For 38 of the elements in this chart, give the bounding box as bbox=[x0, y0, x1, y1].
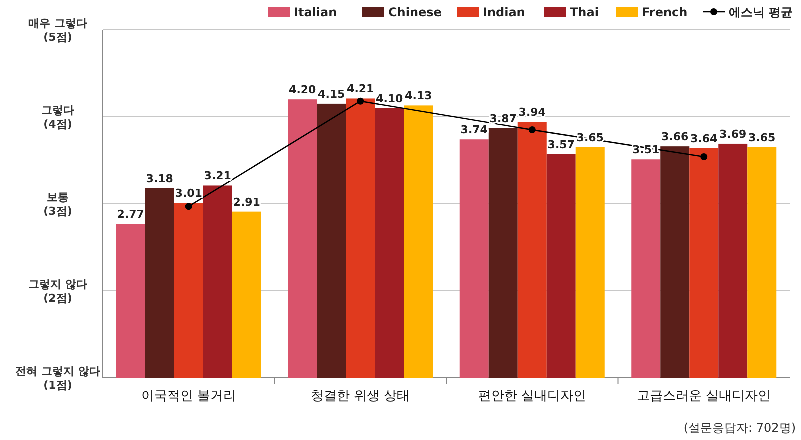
data-label: 3.21 bbox=[204, 170, 232, 183]
y-tick-label: 보통 (3점) bbox=[44, 191, 72, 218]
legend-label: 에스닉 평균 bbox=[729, 6, 794, 20]
point bbox=[357, 98, 364, 105]
y-tick-label: 그렇지 않다 (2점) bbox=[28, 278, 88, 305]
y-tick-label: 매우 그렇다 (5점) bbox=[28, 17, 88, 44]
legend-label: Indian bbox=[483, 6, 526, 20]
x-tick-label: 이국적인 볼거리 bbox=[141, 389, 236, 404]
data-label: 3.94 bbox=[518, 106, 546, 120]
text: (설문응답자: 702명) bbox=[684, 421, 796, 435]
legend-label: French bbox=[642, 6, 688, 20]
point bbox=[185, 203, 192, 210]
data-label: 2.77 bbox=[117, 208, 144, 222]
data-label: 4.13 bbox=[405, 90, 432, 103]
data-label: 4.21 bbox=[347, 82, 374, 96]
data-label: 4.20 bbox=[289, 84, 317, 97]
x-tick-label: 청결한 위생 상태 bbox=[310, 389, 410, 404]
data-label: 4.10 bbox=[376, 92, 404, 106]
legend-label: Thai bbox=[570, 6, 599, 20]
y-tick-label: 전혀 그렇지 않다 (1점) bbox=[16, 365, 100, 392]
data-label: 3.01 bbox=[175, 187, 202, 200]
point bbox=[700, 154, 708, 161]
data-label: 4.15 bbox=[318, 88, 346, 101]
data-label: 3.65 bbox=[748, 131, 776, 144]
point bbox=[528, 126, 536, 134]
legend-label: Chinese bbox=[388, 6, 442, 20]
data-label: 3.66 bbox=[662, 130, 690, 144]
data-label: 3.57 bbox=[548, 138, 575, 152]
data-label: 3.18 bbox=[146, 172, 174, 186]
y-tick-label: 그렇다 (4점) bbox=[42, 104, 74, 131]
x-tick-label: 고급스러운 실내디자인 bbox=[637, 389, 772, 404]
data-label: 3.74 bbox=[460, 124, 488, 137]
x-tick-label: 편안한 실내디자인 bbox=[478, 389, 586, 404]
data-label: 3.64 bbox=[690, 132, 718, 146]
legend-label: Italian bbox=[294, 6, 338, 20]
data-label: 2.91 bbox=[233, 196, 260, 209]
data-label: 3.69 bbox=[720, 128, 747, 141]
data-label: 3.87 bbox=[490, 112, 517, 126]
